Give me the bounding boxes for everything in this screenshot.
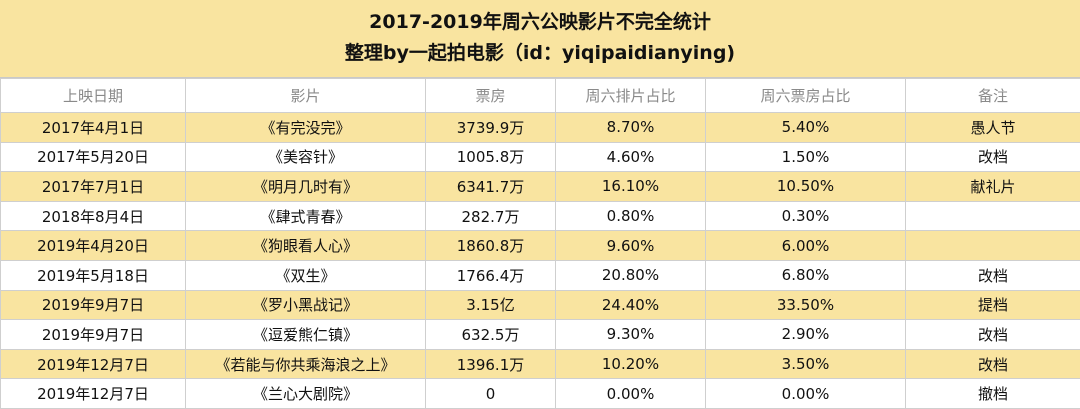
cell: 《美容针》: [186, 142, 426, 172]
column-header: 周六排片占比: [556, 79, 706, 113]
cell: 《罗小黑战记》: [186, 290, 426, 320]
cell: 提档: [906, 290, 1080, 320]
cell: 0.00%: [706, 379, 906, 409]
cell: 《狗眼看人心》: [186, 231, 426, 261]
cell: 2017年5月20日: [1, 142, 186, 172]
cell: 1860.8万: [426, 231, 556, 261]
cell: 《肆式青春》: [186, 201, 426, 231]
cell: 0.80%: [556, 201, 706, 231]
column-header: 票房: [426, 79, 556, 113]
cell: 282.7万: [426, 201, 556, 231]
cell: 1396.1万: [426, 349, 556, 379]
cell: 10.50%: [706, 172, 906, 202]
cell: 改档: [906, 320, 1080, 350]
cell: 献礼片: [906, 172, 1080, 202]
cell: 6.00%: [706, 231, 906, 261]
cell: 3.15亿: [426, 290, 556, 320]
cell: 撤档: [906, 379, 1080, 409]
cell: 2019年4月20日: [1, 231, 186, 261]
column-header: 影片: [186, 79, 426, 113]
cell: 改档: [906, 260, 1080, 290]
title: 2017-2019年周六公映影片不完全统计: [0, 7, 1080, 34]
cell: 3.50%: [706, 349, 906, 379]
cell: 2017年7月1日: [1, 172, 186, 202]
cell: 改档: [906, 142, 1080, 172]
cell: 33.50%: [706, 290, 906, 320]
cell: 改档: [906, 349, 1080, 379]
cell: 2019年5月18日: [1, 260, 186, 290]
cell: 2019年9月7日: [1, 290, 186, 320]
cell: 6.80%: [706, 260, 906, 290]
cell: 0: [426, 379, 556, 409]
cell: 0.00%: [556, 379, 706, 409]
cell: 《双生》: [186, 260, 426, 290]
cell: 9.60%: [556, 231, 706, 261]
cell: 20.80%: [556, 260, 706, 290]
cell: 《明月几时有》: [186, 172, 426, 202]
header-row: 上映日期影片票房周六排片占比周六票房占比备注: [1, 79, 1080, 113]
cell: 2019年12月7日: [1, 349, 186, 379]
cell: 《兰心大剧院》: [186, 379, 426, 409]
cell: 8.70%: [556, 113, 706, 143]
cell: 24.40%: [556, 290, 706, 320]
column-header: 备注: [906, 79, 1080, 113]
cell: 6341.7万: [426, 172, 556, 202]
cell: 10.20%: [556, 349, 706, 379]
cell: 2.90%: [706, 320, 906, 350]
cell: 632.5万: [426, 320, 556, 350]
cell: 1.50%: [706, 142, 906, 172]
subtitle: 整理by一起拍电影（id：yiqipaidianying): [0, 38, 1080, 65]
column-header: 周六票房占比: [706, 79, 906, 113]
cell: 5.40%: [706, 113, 906, 143]
cell: [906, 231, 1080, 261]
cell: 1766.4万: [426, 260, 556, 290]
cell: 2019年9月7日: [1, 320, 186, 350]
cell: 愚人节: [906, 113, 1080, 143]
cell: 2017年4月1日: [1, 113, 186, 143]
column-header: 上映日期: [1, 79, 186, 113]
cell: 《有完没完》: [186, 113, 426, 143]
cell: 3739.9万: [426, 113, 556, 143]
cell: 16.10%: [556, 172, 706, 202]
cell: [906, 201, 1080, 231]
cell: 2019年12月7日: [1, 379, 186, 409]
cell: 《若能与你共乘海浪之上》: [186, 349, 426, 379]
cell: 9.30%: [556, 320, 706, 350]
cell: 4.60%: [556, 142, 706, 172]
cell: 0.30%: [706, 201, 906, 231]
title-band: 2017-2019年周六公映影片不完全统计 整理by一起拍电影（id：yiqip…: [0, 0, 1080, 78]
cell: 《逗爱熊仁镇》: [186, 320, 426, 350]
cell: 1005.8万: [426, 142, 556, 172]
cell: 2018年8月4日: [1, 201, 186, 231]
